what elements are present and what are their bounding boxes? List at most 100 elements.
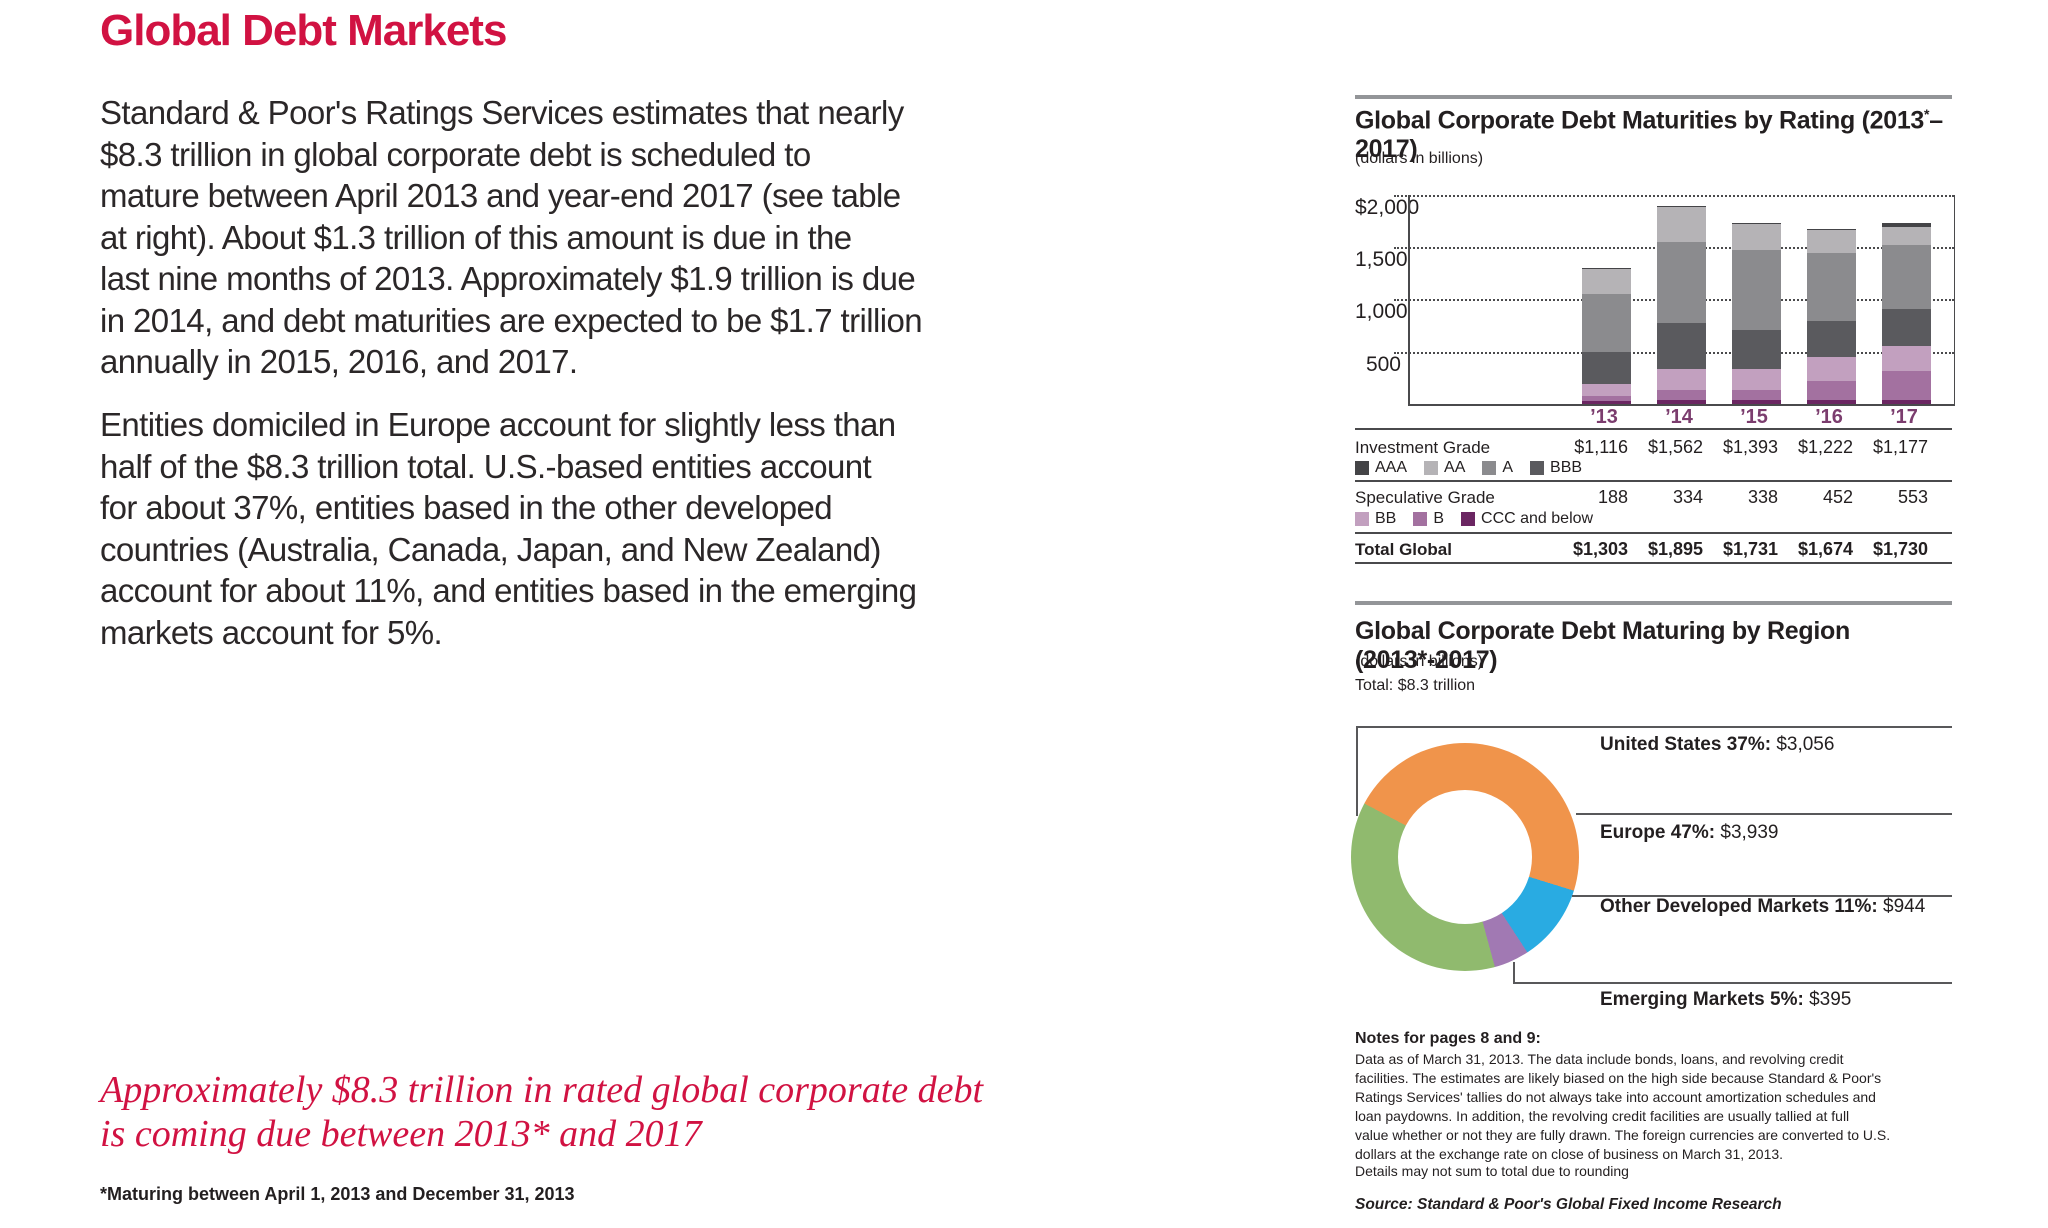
rounding-note: Details may not sum to total due to roun… xyxy=(1355,1163,1629,1179)
legend-label: B xyxy=(1433,510,1445,527)
segment-bb xyxy=(1731,368,1781,391)
segment-a xyxy=(1881,244,1931,309)
value-cell: $1,895 xyxy=(1647,539,1703,559)
segment-aaa xyxy=(1806,229,1856,231)
segment-a xyxy=(1656,242,1706,324)
leader-line-emerging xyxy=(1513,982,1952,984)
donut-label-united-states: United States 37%: $3,056 xyxy=(1600,734,1834,756)
value-cell: $1,393 xyxy=(1722,437,1778,457)
slice-name: Europe 47%: xyxy=(1600,822,1716,843)
value-cell: $1,177 xyxy=(1872,437,1928,457)
row-values: 188 334 338 452 553 xyxy=(1553,487,1952,508)
bar-14 xyxy=(1656,205,1706,404)
notes-body: Data as of March 31, 2013. The data incl… xyxy=(1355,1051,1891,1162)
leader-line-emerging-connector xyxy=(1513,962,1515,984)
regions-paragraph: Entities domiciled in Europe account for… xyxy=(100,406,917,651)
legend-label: BB xyxy=(1375,510,1397,527)
legend-label: A xyxy=(1502,459,1514,476)
x-axis-tick-13: ’13 xyxy=(1590,406,1618,428)
segment-bbb xyxy=(1656,323,1706,370)
segment-b xyxy=(1881,371,1931,400)
maturity-footnote: *Maturing between April 1, 2013 and Dece… xyxy=(100,1184,575,1204)
segment-aaa xyxy=(1881,223,1931,227)
rating-chart-title-text: Global Corporate Debt Maturities by Rati… xyxy=(1355,106,1925,135)
slice-value: $3,056 xyxy=(1776,734,1835,755)
segment-aaa xyxy=(1581,267,1631,270)
slice-value: $395 xyxy=(1809,989,1852,1010)
bar-15 xyxy=(1731,223,1781,404)
bbb-swatch-icon xyxy=(1530,461,1545,475)
bar-17 xyxy=(1881,223,1931,404)
pull-quote: Approximately $8.3 trillion in rated glo… xyxy=(100,1069,984,1155)
right-column: Global Corporate Debt Maturities by Rati… xyxy=(1351,0,1955,1228)
legend-item-bbb: BBB xyxy=(1530,459,1582,477)
segment-ccc-and-below xyxy=(1656,400,1706,404)
segment-ccc-and-below xyxy=(1731,400,1781,404)
page-title: Global Debt Markets xyxy=(100,6,507,55)
legend-label: CCC and below xyxy=(1481,510,1594,527)
section-divider xyxy=(1355,95,1952,99)
a-swatch-icon xyxy=(1482,461,1497,475)
segment-aa xyxy=(1806,230,1856,254)
table-row-speculative-grade: Speculative Grade 188 334 338 452 553 xyxy=(1355,487,1952,508)
rating-chart-title: Global Corporate Debt Maturities by Rati… xyxy=(1355,106,1952,164)
ccc-swatch-icon xyxy=(1461,512,1476,526)
segment-bb xyxy=(1656,369,1706,390)
segment-b xyxy=(1581,395,1631,402)
y-axis-tick-2000: $2,000 xyxy=(1355,196,1420,219)
segment-bbb xyxy=(1731,329,1781,369)
value-cell: $1,674 xyxy=(1797,539,1853,559)
legend-item-a: A xyxy=(1482,459,1513,477)
segment-a xyxy=(1806,253,1856,322)
bb-swatch-icon xyxy=(1355,512,1369,526)
source-line: Source: Standard & Poor's Global Fixed I… xyxy=(1355,1196,1782,1213)
gridline-2000 xyxy=(1394,195,1954,197)
legend-investment-grade: AAA AA A BBB xyxy=(1355,459,1582,477)
x-axis-tick-16: ’16 xyxy=(1815,406,1843,428)
value-cell: 553 xyxy=(1897,487,1928,507)
x-axis-tick-14: ’14 xyxy=(1665,406,1693,428)
x-axis-tick-17: ’17 xyxy=(1890,406,1918,428)
aa-swatch-icon xyxy=(1424,461,1439,475)
segment-aaa xyxy=(1731,223,1781,225)
aaa-swatch-icon xyxy=(1355,461,1369,475)
notes-heading: Notes for pages 8 and 9: xyxy=(1355,1030,1541,1047)
segment-b xyxy=(1731,390,1781,401)
leader-line-united-states-connector xyxy=(1356,726,1358,816)
stacked-bar-plot xyxy=(1394,195,1955,406)
y-axis-tick-500: 500 xyxy=(1365,353,1401,376)
leader-line-united-states xyxy=(1356,726,1952,728)
segment-ccc-and-below xyxy=(1581,401,1631,404)
row-values: $1,116 $1,562 $1,393 $1,222 $1,177 xyxy=(1553,437,1952,458)
value-cell: $1,731 xyxy=(1722,539,1778,559)
value-cell: 452 xyxy=(1822,487,1853,507)
row-label: Speculative Grade xyxy=(1355,488,1495,507)
legend-item-bb: BB xyxy=(1355,510,1396,528)
segment-aaa xyxy=(1656,205,1706,207)
region-chart-units: (dollars in billions) xyxy=(1355,653,1484,670)
bar-13 xyxy=(1581,267,1631,404)
segment-b xyxy=(1806,381,1856,401)
legend-item-ccc: CCC and below xyxy=(1461,510,1593,528)
segment-bbb xyxy=(1881,308,1931,347)
segment-bb xyxy=(1881,346,1931,372)
table-rule xyxy=(1355,428,1952,430)
rating-chart-title-suffix: –2017) xyxy=(1355,106,1943,164)
b-swatch-icon xyxy=(1413,512,1428,526)
x-axis-tick-15: ’15 xyxy=(1740,406,1768,428)
value-cell: 338 xyxy=(1747,487,1778,507)
slice-name: Other Developed Markets 11%: xyxy=(1600,896,1878,917)
segment-a xyxy=(1581,293,1631,353)
donut-label-europe: Europe 47%: $3,939 xyxy=(1600,822,1779,844)
value-cell: $1,303 xyxy=(1572,539,1628,559)
legend-item-aaa: AAA xyxy=(1355,459,1407,477)
region-chart-total: Total: $8.3 trillion xyxy=(1355,677,1476,694)
value-cell: $1,730 xyxy=(1872,539,1928,559)
segment-aa xyxy=(1656,206,1706,243)
value-cell: 334 xyxy=(1672,487,1703,507)
donut-label-other-developed: Other Developed Markets 11%: $944 xyxy=(1600,896,1925,918)
segment-bbb xyxy=(1806,321,1856,357)
region-donut-chart xyxy=(1351,743,1579,971)
segment-a xyxy=(1731,249,1781,330)
segment-bb xyxy=(1806,356,1856,382)
